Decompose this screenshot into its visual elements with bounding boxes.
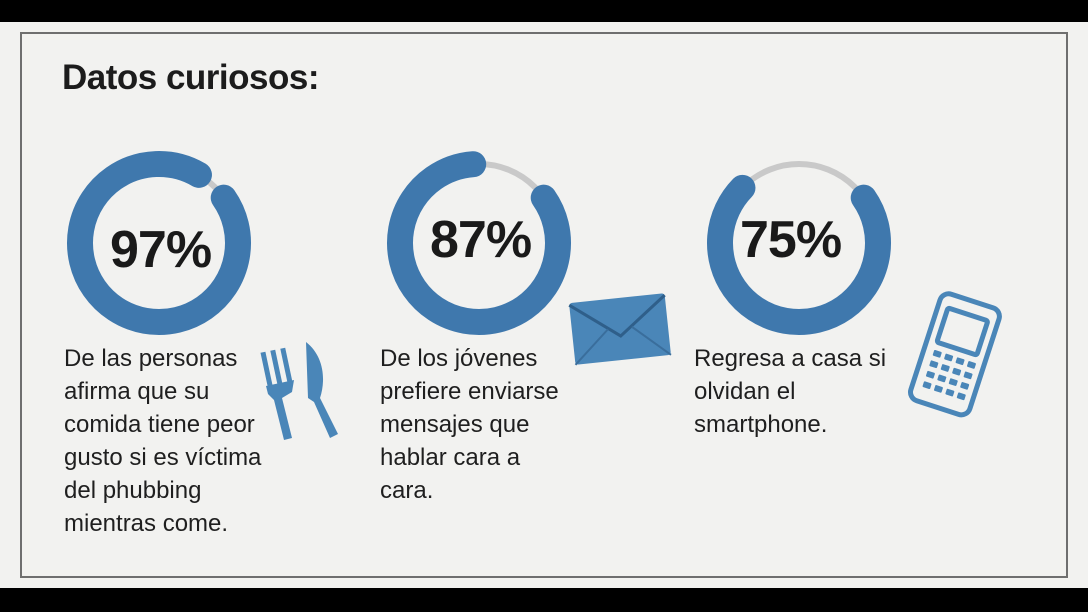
- stat-description: De las personas afirma que su comida tie…: [64, 345, 262, 537]
- ring-progress-arc: [387, 151, 571, 335]
- fork-knife-icon: [258, 334, 348, 449]
- stat-value: 75%: [740, 211, 842, 269]
- ring-progress-arc: [707, 151, 891, 335]
- progress-ring-87: [384, 148, 574, 338]
- progress-ring-97: [64, 148, 254, 338]
- page-title: Datos curiosos:: [62, 58, 320, 97]
- stat-description: Regresa a casa si olvidan el smartphone.: [694, 345, 887, 438]
- stat-value: 97%: [110, 221, 212, 279]
- panel-border: [20, 32, 1068, 578]
- smartphone-icon: [896, 290, 1012, 423]
- progress-ring-75: [704, 148, 894, 338]
- stat-value: 87%: [430, 211, 532, 269]
- ring-progress-arc: [67, 151, 251, 335]
- stat-description: De los jóvenes prefiere enviarse mensaje…: [380, 345, 559, 504]
- envelope-icon: [566, 288, 674, 375]
